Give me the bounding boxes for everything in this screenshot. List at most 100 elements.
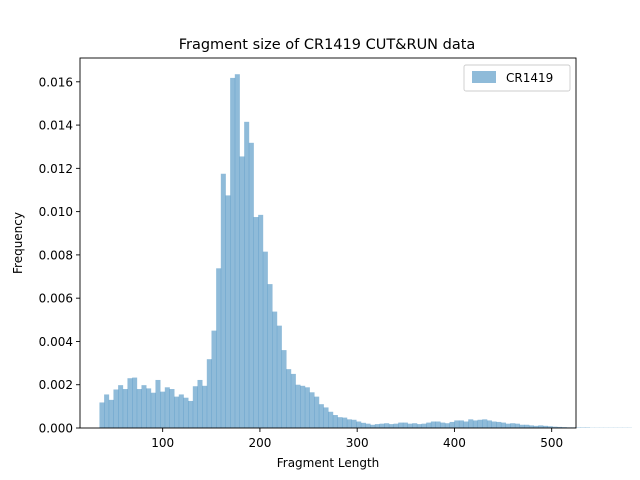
histogram-bar xyxy=(351,419,357,428)
y-tick-label: 0.014 xyxy=(39,119,73,133)
histogram-bar xyxy=(155,379,161,428)
histogram-bar xyxy=(234,74,240,428)
histogram-bar xyxy=(552,426,558,428)
histogram-bar xyxy=(122,389,128,428)
histogram-bar xyxy=(547,426,553,428)
histogram-bar xyxy=(374,424,380,428)
histogram-bar xyxy=(178,394,184,428)
histogram-bar xyxy=(393,423,399,428)
histogram-bar xyxy=(304,387,310,428)
histogram-bar xyxy=(206,359,212,428)
histogram-bar xyxy=(244,121,250,428)
y-tick-label: 0.004 xyxy=(39,335,73,349)
histogram-bar xyxy=(421,423,427,428)
y-tick-label: 0.006 xyxy=(39,292,73,306)
y-axis-ticks: 0.000 0.002 0.004 0.006 0.008 0.010 0.012 0.014… xyxy=(39,75,80,436)
histogram-bar xyxy=(202,385,208,428)
x-axis-label: Fragment Length xyxy=(277,456,380,470)
y-tick-label: 0.000 xyxy=(39,422,73,436)
histogram-bar xyxy=(146,388,152,428)
histogram-bar xyxy=(160,391,166,428)
histogram-bar xyxy=(262,251,268,428)
histogram-bar xyxy=(104,394,110,428)
plot-frame xyxy=(79,57,577,429)
histogram-bar xyxy=(370,424,376,428)
histogram-bar xyxy=(398,422,404,428)
histogram-bar xyxy=(281,350,287,428)
x-tick-label: 400 xyxy=(443,436,466,450)
histogram-bar xyxy=(132,377,138,428)
histogram-bar xyxy=(230,77,236,428)
x-tick-label: 200 xyxy=(248,436,271,450)
histogram-bar xyxy=(449,421,455,428)
histogram-bar xyxy=(174,396,180,428)
y-tick-label: 0.008 xyxy=(39,248,73,262)
histogram-bar xyxy=(188,400,194,428)
histogram-bar xyxy=(384,423,390,428)
histogram-bar xyxy=(225,195,231,428)
histogram-bar xyxy=(435,421,441,428)
histogram-bar xyxy=(118,385,124,428)
histogram-bar xyxy=(136,389,142,428)
histogram-bar xyxy=(430,421,436,428)
histogram-bar xyxy=(150,392,156,428)
histogram-bar xyxy=(272,311,278,428)
histogram-bar xyxy=(169,389,175,428)
histogram-bar xyxy=(454,420,460,428)
histogram-bar xyxy=(220,173,226,428)
x-tick-label: 100 xyxy=(151,436,174,450)
histogram-bar xyxy=(477,419,483,428)
histogram-bar xyxy=(197,379,203,428)
y-axis-label: Frequency xyxy=(11,212,25,274)
histogram-bar xyxy=(99,402,105,428)
histogram-bar xyxy=(318,404,324,428)
histogram-bar xyxy=(108,399,114,428)
histogram-bar xyxy=(267,284,273,428)
histogram-bar xyxy=(500,422,506,428)
histogram-bar xyxy=(258,214,264,428)
histogram-bar xyxy=(346,419,352,428)
histogram-bar xyxy=(332,415,338,428)
legend-label: CR1419 xyxy=(506,71,553,85)
x-tick-label: 500 xyxy=(540,436,563,450)
histogram-bar xyxy=(328,411,334,428)
histogram-bar xyxy=(458,420,464,428)
histogram-bar xyxy=(444,423,450,428)
histogram-bar xyxy=(365,423,371,428)
histogram-bar xyxy=(524,424,530,428)
y-tick-label: 0.016 xyxy=(39,75,73,89)
histogram-bar xyxy=(309,392,315,428)
histogram-bar xyxy=(412,423,418,428)
histogram-bar xyxy=(314,396,320,428)
histogram-bar xyxy=(248,142,254,428)
histogram-bar xyxy=(468,419,474,428)
y-tick-label: 0.002 xyxy=(39,378,73,392)
histogram-bar xyxy=(290,373,296,428)
histogram-bar xyxy=(426,422,432,428)
histogram-bar xyxy=(127,378,133,428)
histogram-bar xyxy=(556,426,562,428)
x-tick-label: 300 xyxy=(346,436,369,450)
histogram-bar xyxy=(379,423,385,428)
histogram-bar xyxy=(286,369,292,428)
histogram-bar xyxy=(496,421,502,428)
histogram-bar xyxy=(113,389,119,428)
y-tick-label: 0.010 xyxy=(39,205,73,219)
histogram-bar xyxy=(342,417,348,428)
histogram-bar xyxy=(192,386,198,428)
histogram-bar xyxy=(505,423,511,428)
histogram-bar xyxy=(276,325,282,428)
histogram-bar xyxy=(440,422,446,428)
histogram-bar xyxy=(482,419,488,428)
chart-title: Fragment size of CR1419 CUT&RUN data xyxy=(179,37,476,53)
y-tick-label: 0.012 xyxy=(39,162,73,176)
histogram-bar xyxy=(472,420,478,428)
x-axis-ticks: 100 200 300 400 500 xyxy=(151,428,563,450)
histogram-bar xyxy=(510,423,516,428)
histogram-bar xyxy=(528,425,534,428)
histogram-bar xyxy=(216,268,222,428)
histogram-bar xyxy=(360,422,366,428)
histogram-bar xyxy=(300,385,306,428)
histogram-bar xyxy=(337,417,343,428)
